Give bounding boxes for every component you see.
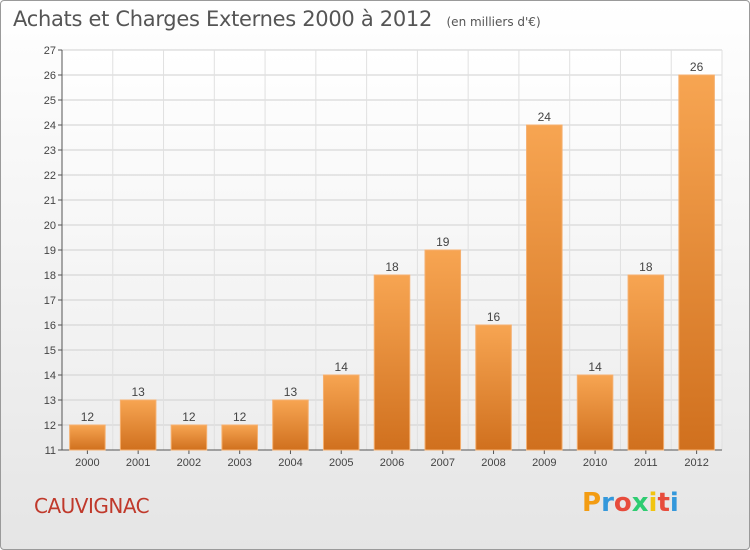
data-label: 26	[690, 60, 704, 74]
logo-letter: t	[657, 488, 670, 518]
bar	[627, 274, 665, 451]
y-tick-label: 27	[44, 45, 56, 57]
data-label: 14	[588, 360, 602, 374]
data-label: 13	[131, 385, 145, 399]
y-tick-label: 26	[44, 70, 56, 82]
data-label: 24	[538, 110, 552, 124]
x-tick-label: 2000	[75, 457, 99, 469]
x-tick-label: 2011	[634, 457, 658, 469]
y-tick-label: 19	[44, 245, 56, 257]
data-label: 12	[182, 410, 196, 424]
proxiti-logo[interactable]: Proxiti	[582, 488, 679, 518]
y-tick-label: 21	[44, 195, 56, 207]
data-labels: 12 13 12 12 13 14 18 19 16 24 14 18 26	[81, 60, 704, 424]
bar	[475, 324, 512, 451]
bar	[170, 424, 208, 451]
data-label: 19	[436, 235, 450, 249]
y-tick-label: 13	[44, 395, 56, 407]
x-tick-label: 2003	[227, 457, 251, 469]
y-tick-label: 23	[44, 145, 56, 157]
bar	[119, 399, 157, 451]
y-tick-label: 18	[44, 270, 56, 282]
logo-letter: i	[669, 488, 679, 518]
data-label: 12	[233, 410, 247, 424]
x-tick-label: 2007	[431, 457, 455, 469]
x-tick-label: 2004	[278, 457, 302, 469]
bar	[678, 74, 715, 451]
bar	[69, 424, 106, 451]
logo-letter: i	[648, 488, 658, 518]
y-tick-label: 15	[44, 345, 56, 357]
logo-letter: P	[582, 488, 602, 518]
x-tick-label: 2010	[583, 457, 607, 469]
data-label: 18	[385, 260, 399, 274]
bar	[576, 374, 614, 451]
chart-title: Achats et Charges Externes 2000 à 2012	[13, 7, 433, 31]
y-tick-label: 16	[44, 320, 56, 332]
x-tick-label: 2009	[532, 457, 556, 469]
data-label: 14	[335, 360, 349, 374]
data-label: 16	[487, 310, 501, 324]
x-tick-label: 2008	[481, 457, 505, 469]
data-label: 12	[81, 410, 95, 424]
bar	[424, 249, 462, 451]
x-tick-label: 2006	[380, 457, 404, 469]
bars	[69, 74, 715, 451]
chart-subtitle: (en milliers d'€)	[446, 15, 541, 29]
title-row: Achats et Charges Externes 2000 à 2012 (…	[13, 7, 541, 31]
y-tick-label: 24	[44, 120, 56, 132]
data-label: 13	[284, 385, 298, 399]
bar	[272, 399, 309, 451]
x-tick-label: 2002	[177, 457, 201, 469]
commune-name: CAUVIGNAC	[34, 494, 150, 518]
y-tick-label: 12	[44, 420, 56, 432]
bar	[221, 424, 258, 451]
bar	[526, 124, 563, 451]
bar	[373, 274, 411, 451]
x-tick-label: 2012	[684, 457, 708, 469]
x-tick-label: 2005	[329, 457, 353, 469]
bar	[322, 374, 360, 451]
y-tick-label: 22	[44, 170, 56, 182]
logo-letter: r	[601, 488, 614, 518]
y-tick-label: 17	[44, 295, 56, 307]
logo-letter: x	[631, 488, 649, 518]
y-tick-label: 14	[44, 370, 56, 382]
data-label: 18	[639, 260, 653, 274]
y-tick-label: 25	[44, 95, 56, 107]
x-tick-label: 2001	[126, 457, 150, 469]
y-tick-label: 20	[44, 220, 56, 232]
y-tick-label: 11	[45, 445, 56, 457]
logo-letter: o	[613, 488, 632, 518]
